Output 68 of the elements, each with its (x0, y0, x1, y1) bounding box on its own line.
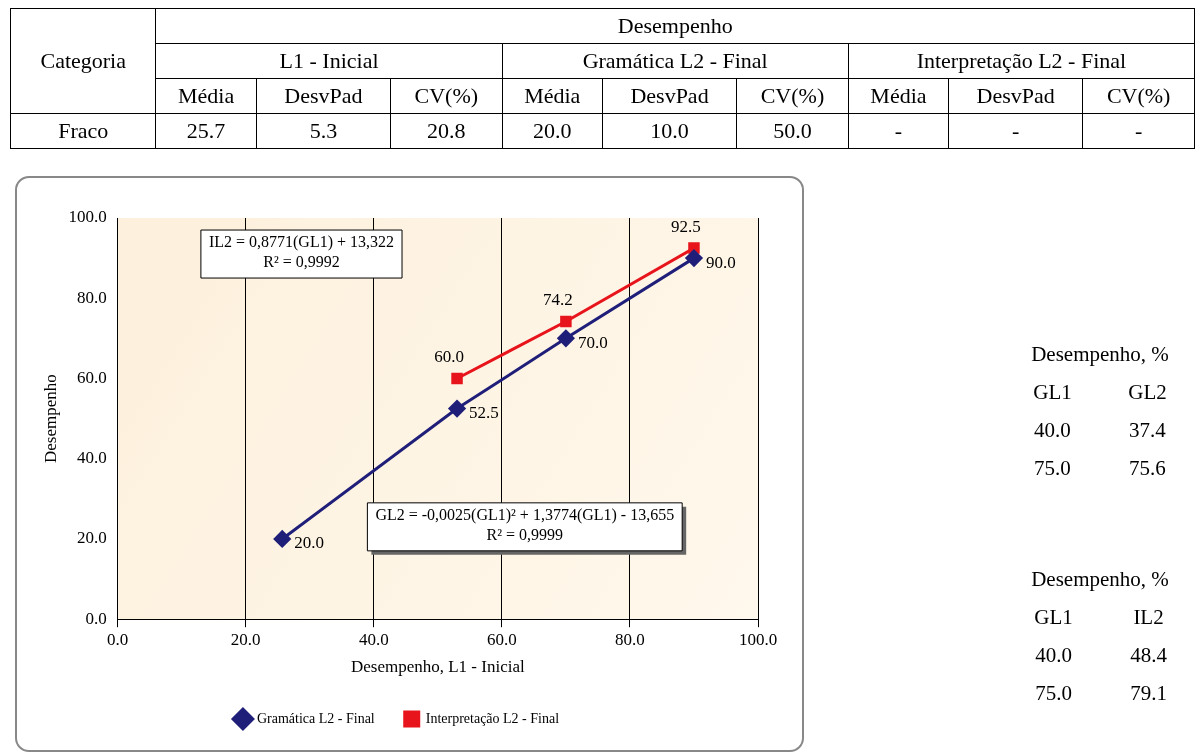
text: 10.0 (602, 113, 737, 149)
text: Desempenho, % (1030, 565, 1170, 593)
text: Interpretação L2 - Final (848, 43, 1195, 79)
text: DesvPad (602, 78, 737, 114)
data-label: 70.0 (577, 332, 608, 352)
text: - (948, 113, 1083, 149)
text: Gramática L2 - Final (502, 43, 849, 79)
y-tick-label: 20.0 (76, 528, 107, 548)
x-tick-label: 40.0 (358, 629, 389, 649)
text: CV(%) (1082, 78, 1195, 114)
data-label: 52.5 (469, 403, 499, 423)
legend-label: Interpretação L2 - Final (425, 710, 560, 726)
y-tick-label: 40.0 (76, 448, 107, 468)
text: Desempenho (155, 8, 1195, 44)
text: 25.7 (155, 113, 257, 149)
text: 20.0 (502, 113, 603, 149)
point (557, 329, 575, 347)
x-tick-label: 20.0 (230, 629, 261, 649)
data-label: 90.0 (705, 252, 736, 272)
text: Média (848, 78, 949, 114)
text: - (848, 113, 949, 149)
point (560, 315, 572, 328)
data-label: 20.0 (294, 533, 324, 553)
data-label: 92.5 (671, 217, 701, 237)
text: Média (155, 78, 257, 114)
text: CV(%) (736, 78, 849, 114)
text: 37.4 (1128, 416, 1167, 444)
x-tick-label: 60.0 (486, 629, 517, 649)
text: 20.8 (390, 113, 503, 149)
point (685, 249, 703, 267)
y-tick-label: 100.0 (68, 207, 107, 227)
text: IL2 (1132, 603, 1165, 631)
y-axis-title: Desempenho (40, 374, 60, 463)
x-tick-label: 0.0 (107, 629, 129, 649)
x-tick-label: 80.0 (615, 629, 645, 649)
text: L1 - Inicial (155, 43, 503, 79)
x-tick-label: 100.0 (738, 629, 778, 649)
text: GL1 (1033, 603, 1074, 631)
text: 75.0 (1034, 679, 1073, 707)
point (273, 530, 291, 548)
text: 50.0 (736, 113, 849, 149)
annotation: GL2 = -0,0025(GL1)² + 1,3774(GL1) - 13,655 R² = 0,9999 (375, 506, 675, 544)
text: 5.3 (256, 113, 391, 149)
point (448, 400, 466, 418)
text: 75.6 (1128, 454, 1167, 482)
y-tick-label: 0.0 (85, 608, 107, 628)
text: Categoria (10, 8, 156, 114)
text: GL2 (1127, 378, 1168, 406)
x-axis-title: Desempenho, L1 - Inicial (350, 657, 525, 677)
annotation: IL2 = 0,8771(GL1) + 13,322 R² = 0,9992 (208, 233, 395, 271)
y-tick-label: 60.0 (76, 367, 107, 387)
text: 79.1 (1129, 679, 1168, 707)
text: 40.0 (1033, 416, 1072, 444)
text: Média (502, 78, 603, 114)
text: Fraco (10, 113, 156, 149)
y-tick-label: 80.0 (76, 287, 107, 307)
text: DesvPad (948, 78, 1083, 114)
text: CV(%) (390, 78, 503, 114)
text: GL1 (1032, 378, 1073, 406)
legend-label: Gramática L2 - Final (256, 710, 375, 726)
text: 48.4 (1129, 641, 1168, 669)
text: DesvPad (256, 78, 391, 114)
text: Desempenho, % (1030, 340, 1170, 368)
data-label: 60.0 (434, 347, 464, 367)
point (451, 372, 463, 385)
text: - (1082, 113, 1195, 149)
data-label: 74.2 (543, 290, 573, 310)
text: 75.0 (1033, 454, 1072, 482)
